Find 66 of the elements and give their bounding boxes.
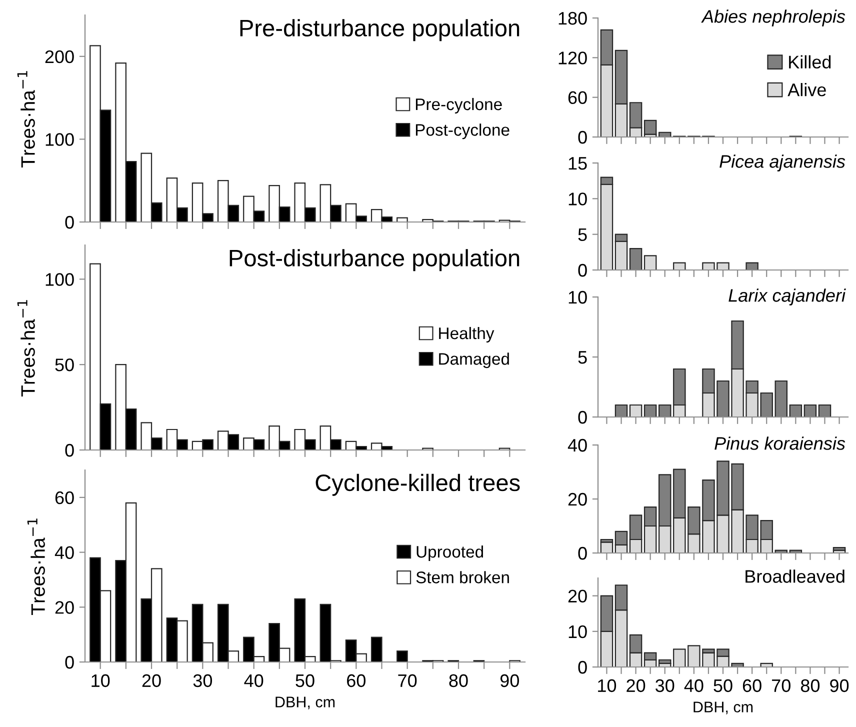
x-tick-label: 40 [684, 679, 704, 692]
x-tick-label: 50 [714, 679, 732, 692]
y-tick-label: 100 [46, 133, 74, 146]
y-tick-label: 0 [65, 216, 74, 229]
y-tick-label: 20 [55, 601, 74, 614]
x-tick-label: 60 [347, 674, 366, 688]
x-tick-label: 40 [244, 674, 264, 688]
x-tick-label: 30 [656, 679, 674, 692]
y-tick-label: 0 [578, 546, 587, 560]
chart-title: Larix cajanderi [728, 288, 846, 306]
x-tick-label: 90 [500, 674, 519, 688]
x-tick-label: 80 [800, 679, 820, 692]
x-tick-label: 60 [742, 679, 762, 692]
y-tick-label: 0 [65, 444, 74, 457]
chart-title: Picea ajanensis [720, 154, 846, 172]
x-axis-title: DBH, cm [276, 696, 335, 710]
x-tick-label: 20 [142, 674, 161, 688]
y-tick-label: 15 [568, 157, 587, 170]
x-tick-label: 30 [193, 674, 212, 688]
legend-label: Pre-cyclone [416, 98, 502, 114]
y-tick-label: 5 [578, 351, 587, 364]
chart-title: Cyclone-killed trees [316, 474, 520, 496]
chart-title: Pre-disturbance population [240, 19, 520, 42]
y-tick-label: 60 [568, 91, 587, 104]
x-axis-title: DBH, cm [694, 702, 753, 714]
y-tick-label: 20 [568, 492, 587, 506]
y-tick-label: 60 [55, 491, 74, 504]
chart-title: Post-disturbance population [230, 249, 520, 272]
chart-title: Pinus koraiensis [714, 436, 846, 450]
chart-title: Abies nephrolepis [701, 10, 846, 26]
y-axis-title: Trees·ha$^{−1}$ [17, 71, 35, 168]
y-tick-label: 10 [568, 192, 587, 206]
y-tick-label: 0 [578, 264, 587, 277]
legend-label: Uprooted [416, 545, 484, 561]
y-tick-label: 40 [568, 438, 587, 452]
y-tick-label: 0 [578, 130, 587, 144]
y-axis-title: Trees·ha$^{−1}$ [17, 300, 35, 396]
y-tick-label: 0 [578, 660, 587, 674]
x-tick-label: 10 [598, 679, 616, 692]
x-tick-label: 50 [296, 674, 314, 688]
y-tick-label: 50 [55, 358, 74, 372]
legend-label: Alive [788, 83, 826, 96]
legend-label: Killed [789, 55, 831, 69]
y-tick-label: 0 [578, 410, 587, 424]
x-tick-label: 70 [772, 679, 790, 692]
x-tick-label: 70 [398, 674, 417, 688]
legend-label: Healthy [439, 326, 494, 342]
x-tick-label: 80 [449, 674, 468, 688]
y-tick-label: 100 [46, 273, 74, 286]
x-tick-label: 90 [830, 679, 849, 692]
y-tick-label: 0 [65, 656, 74, 669]
legend-label: Post-cyclone [416, 124, 510, 140]
legend-label: Damaged [439, 352, 509, 368]
y-tick-label: 120 [558, 52, 587, 64]
y-tick-label: 200 [45, 50, 74, 64]
y-axis-title: Trees·ha$^{−1}$ [27, 518, 45, 615]
y-tick-label: 5 [578, 228, 587, 242]
legend-label: Stem broken [416, 571, 509, 584]
y-tick-label: 40 [54, 546, 74, 560]
y-tick-label: 20 [568, 590, 587, 603]
y-tick-label: 180 [558, 12, 587, 25]
chart-title: Broadleaved [746, 570, 844, 583]
y-tick-label: 10 [568, 625, 587, 638]
x-tick-label: 10 [92, 674, 110, 688]
x-tick-label: 20 [626, 679, 646, 692]
y-tick-label: 10 [568, 290, 587, 304]
